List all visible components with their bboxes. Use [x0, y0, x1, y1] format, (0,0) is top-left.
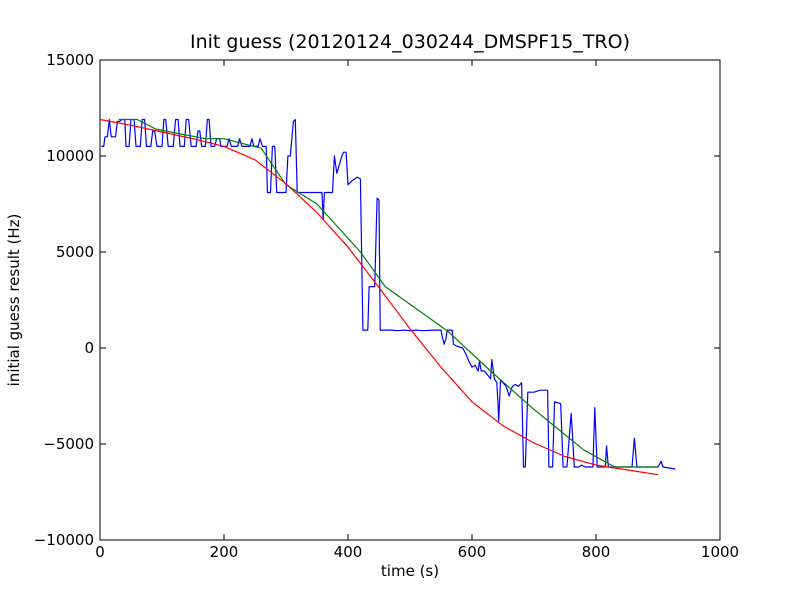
chart-title: Init guess (20120124_030244_DMSPF15_TRO) — [190, 31, 630, 53]
ticks-layer: 0 200 400 600 800 1000 −10000 −5000 0 5000 10000 15… — [34, 51, 739, 561]
plot-frame — [99, 59, 721, 541]
x-tick-label: 400 — [334, 543, 363, 561]
y-tick-label: −10000 — [34, 531, 94, 549]
series-line-3 — [99, 118, 659, 476]
x-tick-label: 600 — [458, 543, 487, 561]
series-line-2 — [118, 118, 658, 468]
y-tick-label: 15000 — [46, 51, 94, 69]
x-tick-label: 200 — [210, 543, 239, 561]
y-tick-label: 5000 — [56, 243, 94, 261]
series-line-1 — [101, 118, 676, 470]
x-axis-label: time (s) — [381, 562, 439, 580]
x-tick-label: 0 — [95, 543, 105, 561]
y-axis-label: initial guess result (Hz) — [5, 214, 23, 387]
y-tick-label: 0 — [84, 339, 94, 357]
plot-area: 0 200 400 600 800 1000 −10000 −5000 0 5000 10000 15… — [34, 51, 739, 561]
x-tick-label: 1000 — [701, 543, 739, 561]
y-tick-label: −5000 — [43, 435, 94, 453]
x-tick-label: 800 — [582, 543, 611, 561]
series-layer — [99, 118, 676, 476]
y-tick-label: 10000 — [46, 147, 94, 165]
